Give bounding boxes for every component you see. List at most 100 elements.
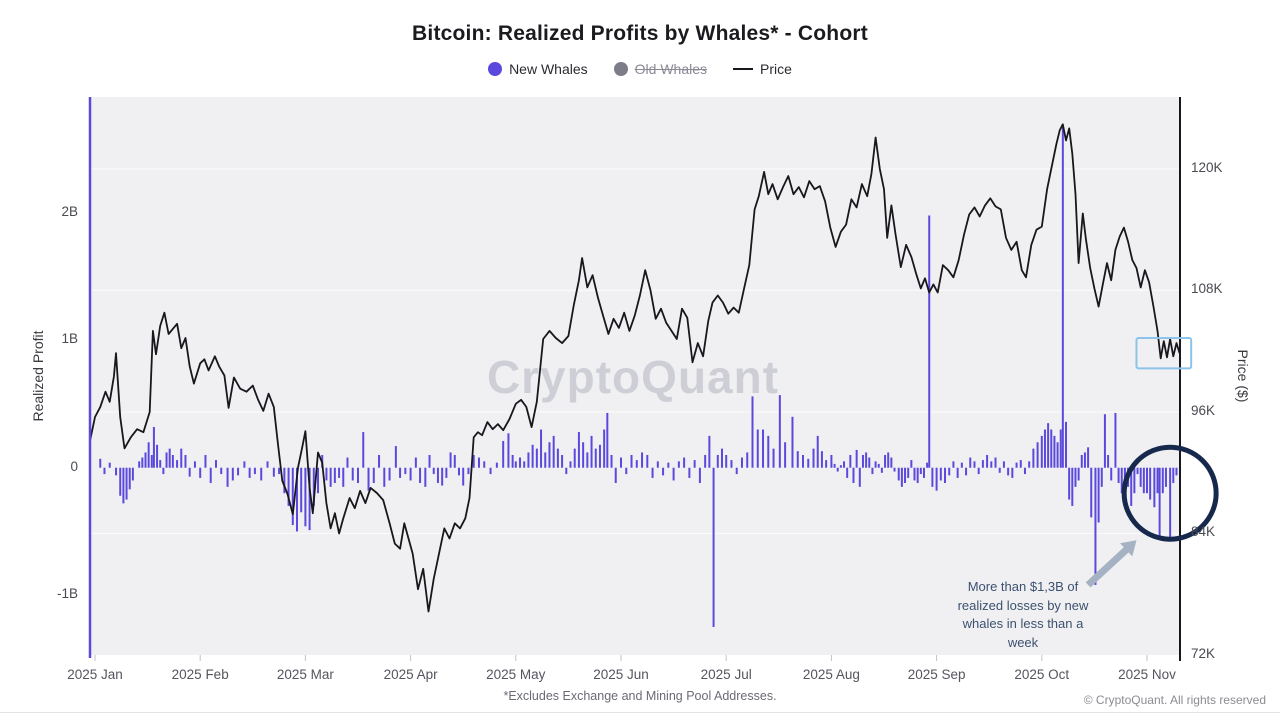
bar-new-whales (893, 467, 896, 472)
bar-new-whales (1074, 467, 1077, 487)
bar-new-whales (502, 440, 505, 468)
bar-new-whales (1023, 467, 1026, 475)
bar-new-whales (287, 467, 290, 506)
bar-new-whales (199, 467, 202, 478)
bar-new-whales (565, 467, 568, 475)
bar-new-whales (772, 448, 775, 468)
bar-new-whales (248, 467, 251, 478)
bar-new-whales (913, 467, 916, 481)
bar-new-whales (1107, 454, 1110, 468)
bar-new-whales (662, 467, 665, 476)
legend-item-old-whales[interactable]: Old Whales (613, 61, 707, 77)
bar-new-whales (226, 467, 229, 487)
annotation-line: More than $1,3B of (967, 579, 1079, 594)
bar-new-whales (1149, 467, 1152, 500)
bar-new-whales (960, 462, 963, 468)
bar-new-whales (1071, 467, 1074, 506)
bar-new-whales (1002, 461, 1005, 468)
bar-new-whales (540, 429, 543, 468)
bar-new-whales (762, 429, 765, 468)
y-left-tick-label: 0 (70, 458, 78, 474)
bar-new-whales (1136, 467, 1139, 475)
bar-new-whales (188, 467, 191, 477)
bar-new-whales (1164, 467, 1167, 487)
bar-new-whales (1028, 461, 1031, 468)
bar-new-whales (1080, 454, 1083, 468)
bar-new-whales (507, 433, 510, 468)
bar-new-whales (839, 465, 842, 468)
bar-new-whales (1019, 460, 1022, 468)
bar-new-whales (99, 458, 102, 468)
bar-new-whales (590, 435, 593, 468)
bar-new-whales (625, 467, 628, 475)
bar-new-whales (477, 457, 480, 468)
footnote: *Excludes Exchange and Mining Pool Addre… (503, 689, 777, 703)
bar-new-whales (1158, 467, 1161, 540)
bar-new-whales (283, 467, 286, 494)
highlight-rect (1135, 337, 1193, 370)
bar-new-whales (820, 451, 823, 468)
bar-new-whales (620, 457, 622, 468)
bar-new-whales (646, 454, 649, 468)
legend-item-price[interactable]: Price (733, 61, 792, 77)
annotation-arrow (1085, 544, 1132, 588)
bar-new-whales (204, 454, 207, 468)
bar-new-whales (704, 454, 707, 468)
bar-new-whales (956, 467, 959, 478)
watermark: CryptoQuant (486, 351, 780, 403)
bar-new-whales (548, 442, 551, 468)
bar-new-whales (900, 467, 903, 487)
bar-new-whales (159, 460, 162, 468)
bar-new-whales (329, 467, 332, 487)
bar-new-whales (635, 460, 638, 468)
legend-item-new-whales[interactable]: New Whales (488, 61, 588, 77)
bar-new-whales (735, 467, 738, 475)
bar-new-whales (214, 460, 217, 468)
bar-new-whales (171, 454, 174, 468)
bar-new-whales (725, 454, 728, 468)
bar-new-whales (138, 461, 141, 468)
bar-new-whales (1047, 423, 1050, 468)
bar-new-whales (357, 467, 359, 484)
bar-new-whales (1175, 467, 1178, 476)
bar-new-whales (378, 454, 381, 468)
plot-area[interactable] (90, 97, 1180, 655)
bar-new-whales (300, 467, 303, 513)
bar-new-whales (449, 452, 452, 468)
bar-new-whales (688, 467, 691, 478)
bar-new-whales (1103, 414, 1106, 468)
bar-new-whales (372, 467, 375, 484)
bar-new-whales (928, 215, 931, 468)
bar-new-whales (606, 412, 609, 468)
bar-new-whales (141, 457, 144, 468)
x-tick-label: 2025 Jul (700, 667, 752, 682)
bar-new-whales (483, 461, 486, 468)
bar-new-whales (1097, 467, 1100, 523)
bar-new-whales (573, 448, 576, 468)
bar-new-whales (108, 462, 111, 468)
bar-new-whales (472, 454, 475, 468)
bar-new-whales (253, 467, 256, 475)
bar-new-whales (582, 442, 585, 468)
bar-new-whales (317, 467, 320, 494)
y-right-tick-label: 120K (1191, 159, 1223, 175)
bar-new-whales (1036, 442, 1039, 468)
bar-new-whales (342, 467, 345, 487)
bar-new-whales (527, 452, 530, 468)
bar-new-whales (544, 452, 547, 468)
bar-new-whales (333, 467, 336, 484)
bar-new-whales (858, 467, 861, 487)
y-left-tick-label: -1B (56, 586, 78, 602)
bar-new-whales (801, 454, 804, 468)
bar-new-whales (144, 452, 147, 468)
bar-new-whales (209, 467, 212, 484)
bar-new-whales (877, 463, 880, 468)
bar-new-whales (1068, 467, 1071, 500)
bar-new-whales (836, 467, 839, 472)
bar-new-whales (965, 467, 968, 476)
bar-new-whales (338, 467, 341, 478)
bar-new-whales (712, 467, 715, 627)
legend-dot-icon (488, 62, 503, 76)
